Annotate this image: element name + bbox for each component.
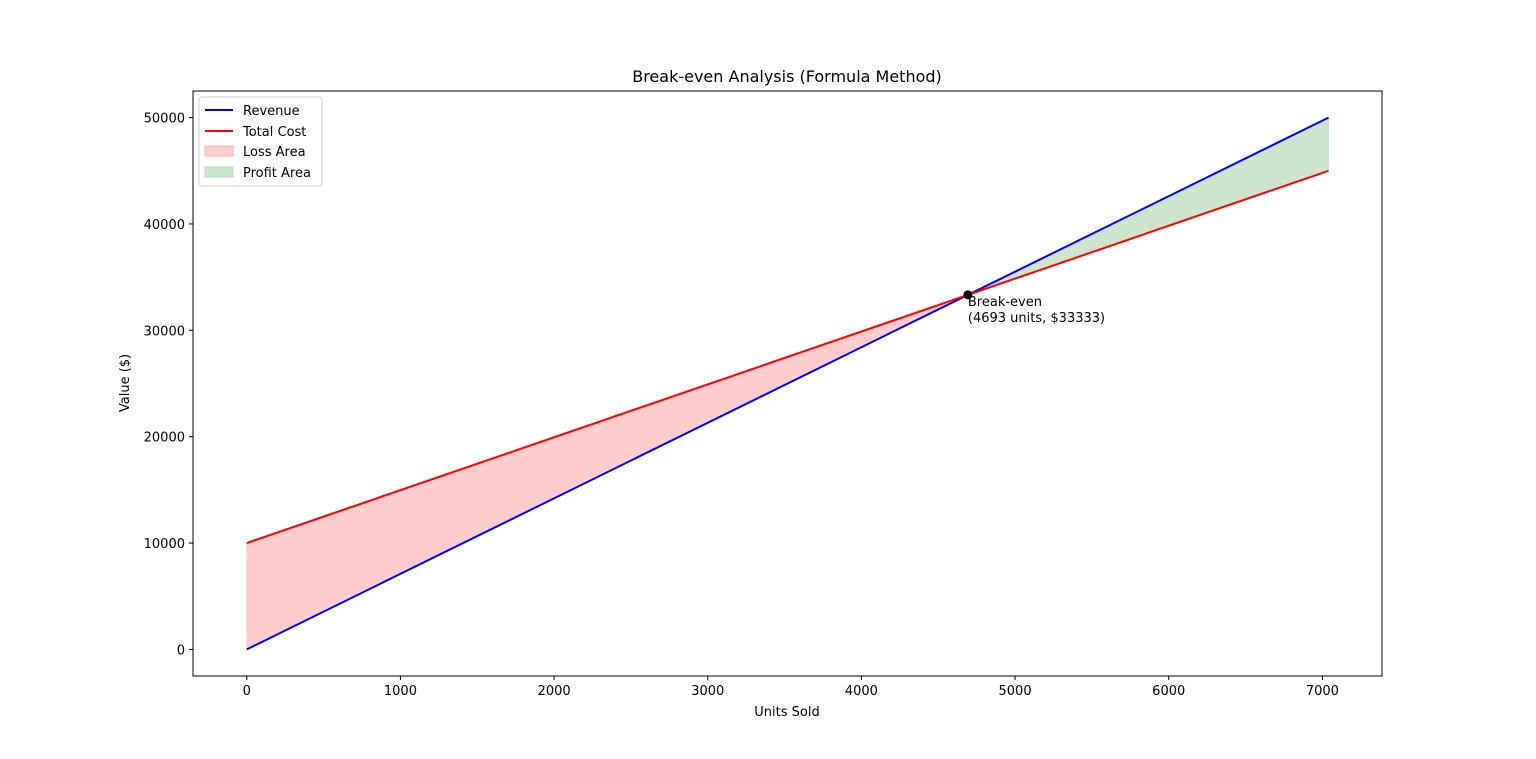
y-axis-label: Value ($) xyxy=(118,354,133,412)
x-tick-label: 6000 xyxy=(1152,684,1185,699)
legend: Revenue Total Cost Loss Area Profit Area xyxy=(198,96,323,187)
break-even-point xyxy=(963,290,973,300)
break-even-label-line2: (4693 units, $33333) xyxy=(968,311,1105,326)
x-tick-label: 0 xyxy=(243,684,251,699)
legend-profit-area-label: Profit Area xyxy=(243,166,311,181)
legend-total-cost-label: Total Cost xyxy=(242,125,306,140)
x-axis-ticks: 0 1000 2000 3000 4000 5000 6000 7000 xyxy=(243,676,1339,699)
plot-frame xyxy=(192,90,1383,677)
x-tick-label: 5000 xyxy=(999,684,1032,699)
y-tick-label: 50000 xyxy=(144,112,185,127)
y-tick-label: 0 xyxy=(177,643,185,658)
legend-revenue-label: Revenue xyxy=(243,104,300,119)
x-tick-label: 2000 xyxy=(538,684,571,699)
break-even-marker-group: Break-even (4693 units, $33333) xyxy=(963,290,1105,326)
chart-title: Break-even Analysis (Formula Method) xyxy=(632,67,942,86)
x-tick-label: 4000 xyxy=(845,684,878,699)
x-tick-label: 3000 xyxy=(691,684,724,699)
break-even-label-line1: Break-even xyxy=(968,295,1042,310)
legend-box xyxy=(198,96,323,187)
series-line-total-cost xyxy=(246,169,1329,544)
y-axis-ticks: 0 10000 20000 30000 40000 50000 xyxy=(144,112,193,658)
x-tick-label: 1000 xyxy=(384,684,417,699)
series-line-revenue xyxy=(246,116,1329,651)
legend-loss-area-label: Loss Area xyxy=(243,145,306,160)
legend-profit-area-swatch xyxy=(204,166,234,178)
y-tick-label: 30000 xyxy=(144,324,185,339)
x-axis-label: Units Sold xyxy=(754,705,819,720)
legend-loss-area-swatch xyxy=(204,145,234,157)
x-tick-label: 7000 xyxy=(1306,684,1339,699)
y-tick-label: 40000 xyxy=(144,218,185,233)
y-tick-label: 20000 xyxy=(144,431,185,446)
series-lines xyxy=(246,116,1329,651)
y-tick-label: 10000 xyxy=(144,537,185,552)
